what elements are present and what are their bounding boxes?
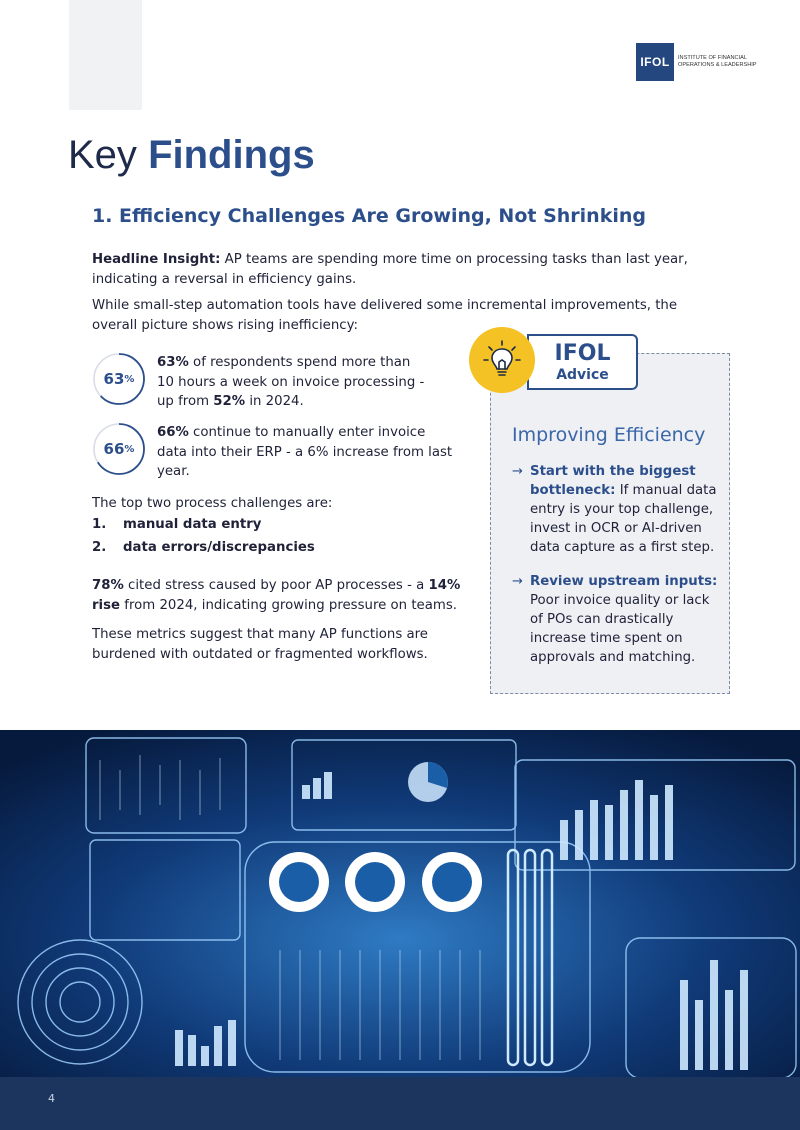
- advice-tag: IFOL Advice: [527, 334, 638, 390]
- stat-text-1: 63% of respondents spend more than 10 ho…: [157, 355, 425, 409]
- ifol-logo: IFOL INSTITUTE OF FINANCIAL OPERATIONS &…: [636, 43, 768, 81]
- lightbulb-icon: [469, 327, 535, 393]
- page-footer: 4: [0, 1077, 800, 1130]
- headline-insight: Headline Insight: AP teams are spending …: [92, 250, 742, 289]
- headline-label: Headline Insight:: [92, 252, 221, 267]
- intro-paragraph: While small-step automation tools have d…: [92, 298, 678, 333]
- tip-text: Start with the biggest bottleneck: If ma…: [530, 464, 717, 555]
- corner-tab: [69, 0, 142, 110]
- logo-subtitle: INSTITUTE OF FINANCIAL OPERATIONS & LEAD…: [678, 55, 757, 68]
- section-heading: 1. Efficiency Challenges Are Growing, No…: [92, 205, 646, 227]
- ring-graphic: [93, 423, 145, 475]
- advice-tip-2: → Review upstream inputs: Poor invoice q…: [512, 572, 718, 667]
- stat-ring-2: 66%: [92, 422, 146, 476]
- title-light: Key: [68, 133, 137, 177]
- arrow-right-icon: →: [512, 464, 523, 479]
- list-item: 1. manual data entry: [92, 517, 262, 532]
- page-number: 4: [48, 1092, 55, 1105]
- stat-ring-1: 63%: [92, 352, 146, 406]
- logo-mark: IFOL: [636, 43, 674, 81]
- ring-value: 66%: [103, 440, 135, 458]
- ring-value: 63%: [103, 370, 135, 388]
- page-title: Key Findings: [68, 133, 315, 178]
- dashboard-illustration: [0, 730, 800, 1078]
- stress-paragraph: 78% cited stress caused by poor AP proce…: [92, 578, 461, 613]
- arrow-right-icon: →: [512, 574, 523, 589]
- advice-title: Improving Efficiency: [512, 424, 706, 446]
- advice-tag-title: IFOL: [554, 341, 611, 366]
- list-item: 2. data errors/discrepancies: [92, 539, 315, 555]
- tip-text: Review upstream inputs: Poor invoice qua…: [530, 574, 718, 665]
- conclusion-paragraph: These metrics suggest that many AP funct…: [92, 627, 428, 662]
- challenges-intro: The top two process challenges are:: [92, 496, 333, 511]
- stat-row-1: 63% 63% of respondents spend more than 1…: [92, 352, 427, 412]
- stat-text-2: 66% continue to manually enter invoice d…: [157, 425, 453, 479]
- stat-row-2: 66% 66% continue to manually enter invoi…: [92, 422, 457, 482]
- advice-tag-subtitle: Advice: [556, 367, 609, 383]
- advice-tip-1: → Start with the biggest bottleneck: If …: [512, 462, 718, 557]
- challenges-list: 1. manual data entry 2. data errors/discre…: [92, 514, 315, 559]
- title-bold: Findings: [148, 133, 315, 177]
- ring-graphic: [93, 353, 145, 405]
- headline-text: AP teams are spending more time on proce…: [92, 252, 688, 287]
